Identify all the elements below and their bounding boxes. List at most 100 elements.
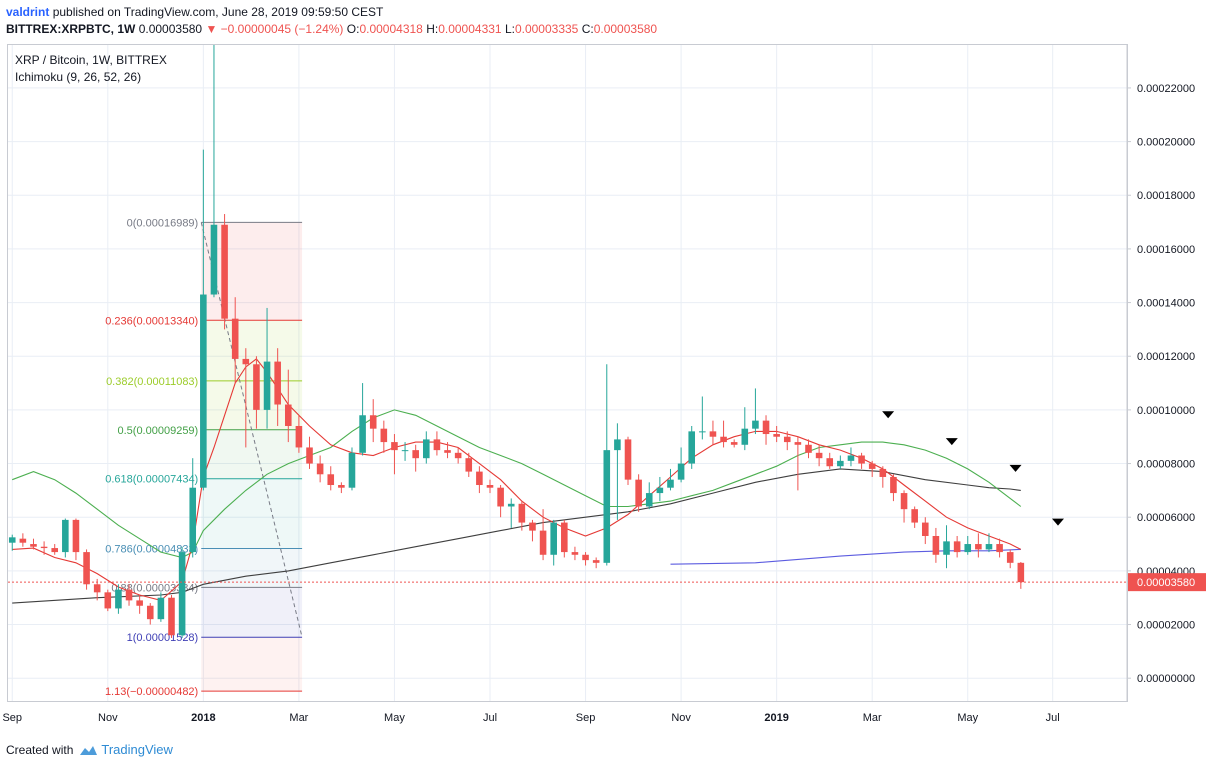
fib-zone xyxy=(201,637,303,692)
candle-down xyxy=(338,485,345,488)
candle-up xyxy=(8,537,16,543)
tradingview-logo[interactable]: TradingView xyxy=(77,742,173,757)
candle-down xyxy=(104,592,112,609)
candle-down xyxy=(465,458,473,472)
candle-down xyxy=(30,544,37,547)
candle-up xyxy=(115,589,122,609)
candle-down xyxy=(890,476,897,494)
x-tick-label: May xyxy=(384,712,405,724)
candle-up xyxy=(423,439,430,459)
candle-down xyxy=(879,468,887,477)
candle-down xyxy=(996,544,1003,553)
down-arrow-marker-icon xyxy=(1051,518,1064,526)
candle-up xyxy=(210,224,218,295)
candle-down xyxy=(911,509,918,523)
candle-down xyxy=(529,522,536,531)
y-tick-label: 0.00014000 xyxy=(1137,298,1195,310)
publish-info: valdrint published on TradingView.com, J… xyxy=(6,5,383,19)
candle-down xyxy=(571,552,579,555)
candle-up xyxy=(178,552,186,636)
published-text: published on TradingView.com, June 28, 2… xyxy=(52,5,384,19)
candle-down xyxy=(709,431,717,437)
candle-down xyxy=(815,452,823,459)
chart-frame xyxy=(7,44,1128,702)
y-tick-label: 0.00018000 xyxy=(1137,190,1195,202)
candle-up xyxy=(985,544,993,550)
price-chart[interactable]: 0(0.00016989) 0.236(0.00013340) 0.382(0.00… xyxy=(0,0,1214,740)
candle-down xyxy=(168,597,175,636)
x-tick-label: Sep xyxy=(2,712,22,724)
candle-down xyxy=(794,442,802,445)
candle-up xyxy=(507,503,515,507)
candle-down xyxy=(146,605,154,620)
candle-down xyxy=(900,493,908,510)
created-with-text: Created with xyxy=(6,742,74,757)
candle-up xyxy=(614,439,621,451)
chart-title: XRP / Bitcoin, 1W, BITTREX xyxy=(15,53,167,67)
fib-level-label: 0.786(0.00004833) xyxy=(105,544,198,556)
candle-up xyxy=(741,428,749,445)
candle-down xyxy=(242,358,250,365)
candle-down xyxy=(635,479,642,507)
fib-zone xyxy=(201,320,303,381)
candle-up xyxy=(688,431,696,464)
candle-up xyxy=(837,460,844,467)
candle-up xyxy=(359,415,366,453)
candle-down xyxy=(805,444,812,453)
plot-background xyxy=(8,45,1127,701)
candle-down xyxy=(306,447,313,464)
x-tick-label: May xyxy=(957,712,978,724)
candle-down xyxy=(497,487,504,507)
fib-level-label: 0(0.00016989) xyxy=(127,217,199,229)
candle-up xyxy=(752,420,759,429)
candle-down xyxy=(221,224,228,319)
candle-up xyxy=(157,597,165,620)
down-arrow-marker-icon xyxy=(1009,464,1022,472)
fib-level-label: 0.236(0.00013340) xyxy=(105,315,198,327)
x-tick-label: 2018 xyxy=(191,712,215,724)
author-link[interactable]: valdrint xyxy=(6,5,50,19)
candle-down xyxy=(868,463,876,469)
candle-down xyxy=(284,404,292,426)
fib-level-label: 1.13(−0.00000482) xyxy=(105,686,198,698)
candle-up xyxy=(401,450,409,452)
candle-up xyxy=(699,431,706,433)
candle-up xyxy=(263,361,271,410)
x-tick-label: Mar xyxy=(863,712,882,724)
candle-up xyxy=(603,450,611,563)
candle-down xyxy=(518,503,526,523)
y-tick-label: 0.00000000 xyxy=(1137,673,1195,685)
candle-down xyxy=(253,364,260,410)
down-arrow-marker-icon xyxy=(882,411,895,419)
y-tick-label: 0.00016000 xyxy=(1137,244,1195,256)
x-tick-label: Nov xyxy=(98,712,118,724)
x-tick-label: Jul xyxy=(1046,712,1060,724)
footer: Created with TradingView xyxy=(6,742,173,757)
candle-down xyxy=(274,361,281,405)
candle-down xyxy=(444,450,451,453)
fib-level-label: 0.88(0.00003384) xyxy=(111,582,198,594)
indicator-label[interactable]: Ichimoku (9, 26, 52, 26) xyxy=(15,70,142,84)
ohlc-low: 0.00003335 xyxy=(514,22,579,36)
candle-down xyxy=(391,442,398,451)
symbol-label: BITTREX:XRPBTC, 1W xyxy=(6,22,136,36)
ohlc-l-label: L: xyxy=(504,22,515,36)
fib-zone xyxy=(201,587,303,638)
candle-up xyxy=(847,455,855,461)
ohlc-o-label: O: xyxy=(346,22,360,36)
fib-level-label: 0.5(0.00009259) xyxy=(117,425,198,437)
candle-down xyxy=(932,535,940,555)
x-tick-label: Sep xyxy=(576,712,596,724)
candle-up xyxy=(348,452,356,488)
candle-up xyxy=(62,519,69,553)
candle-up xyxy=(677,463,685,480)
candle-down xyxy=(72,519,80,553)
candle-down xyxy=(773,434,780,437)
candle-down xyxy=(783,436,791,443)
candle-up xyxy=(645,493,653,507)
candle-down xyxy=(125,589,133,601)
candle-up xyxy=(200,294,207,488)
fib-level-label: 0.382(0.00011083) xyxy=(106,376,198,388)
price-change: ▼ −0.00000045 (−1.24%) xyxy=(205,22,344,36)
x-tick-label: Mar xyxy=(289,712,308,724)
